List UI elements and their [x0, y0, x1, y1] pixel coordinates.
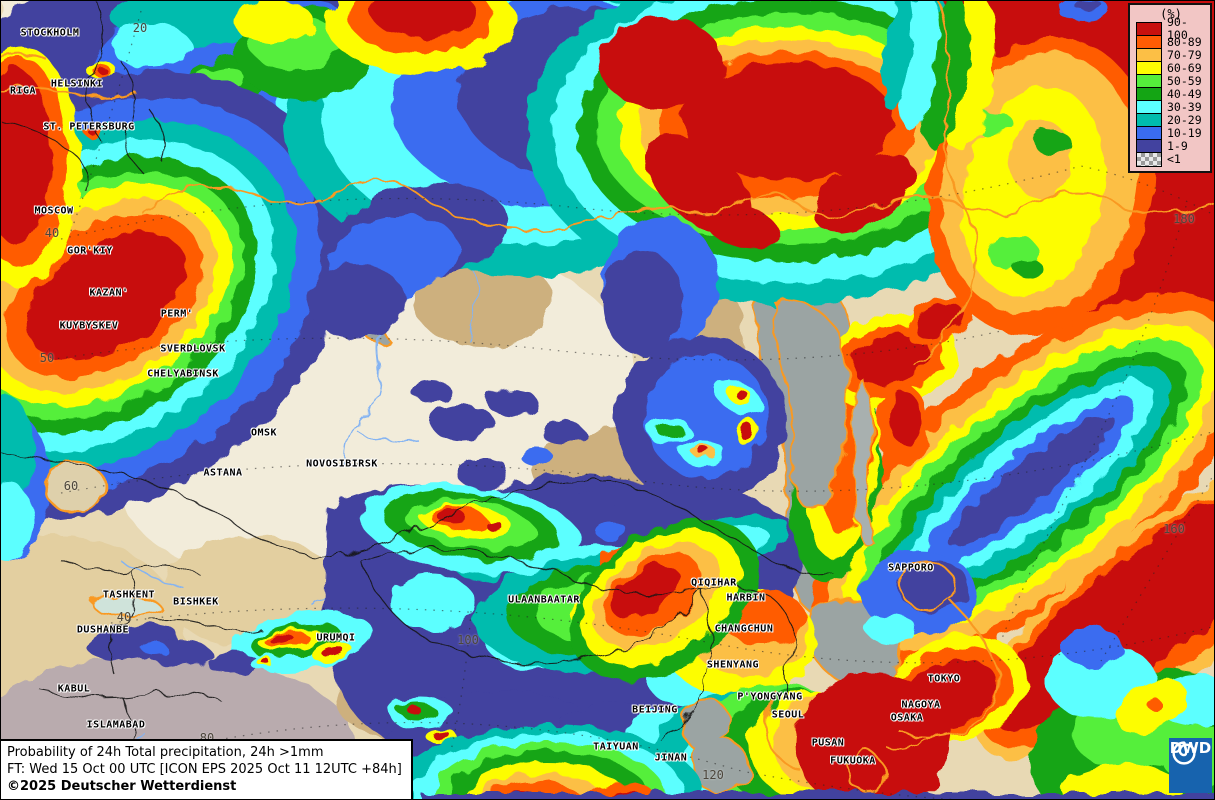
- legend-item: 30-39: [1136, 99, 1206, 115]
- city-label: RIGA: [9, 85, 37, 97]
- legend: (%) 90-100 80-89 70-79 60-69 50-59 40-49 30-39…: [1128, 3, 1212, 173]
- city-label: ASTANA: [203, 467, 243, 479]
- legend-item: 70-79: [1136, 47, 1206, 63]
- legend-swatch: [1136, 151, 1162, 167]
- precip-pamir: [1, 395, 279, 675]
- graticule-label: 180: [1173, 212, 1195, 226]
- graticule-label: 100: [457, 633, 479, 647]
- city-label: NOVOSIBIRSK: [306, 458, 378, 470]
- legend-range-label: 80-89: [1167, 34, 1202, 49]
- city-label: TOKYO: [927, 673, 961, 685]
- city-label: FUKUOKA: [830, 755, 876, 767]
- city-label: TASHKENT: [102, 589, 156, 601]
- city-label: JINAN: [654, 752, 688, 764]
- legend-item: 50-59: [1136, 73, 1206, 89]
- graticule-label: 50: [39, 351, 55, 365]
- graticule-label: 60: [63, 479, 79, 493]
- city-label: BEIJING: [632, 704, 678, 716]
- precip-pacific-trough: [812, 294, 1214, 799]
- dwd-logo: DWD: [1169, 738, 1212, 793]
- city-label: SAPPORO: [888, 562, 934, 574]
- city-label: JINAN: [654, 752, 688, 764]
- city-label: MOSCOW: [34, 205, 74, 217]
- legend-range-label: 90-100: [1167, 15, 1188, 42]
- precip-mongolia: [231, 475, 817, 799]
- precip-moscow-system: [1, 46, 348, 521]
- city-label: KAZAN': [89, 287, 129, 299]
- city-label: SHENYANG: [706, 659, 760, 671]
- legend-range-label: 10-19: [1167, 125, 1202, 140]
- legend-range-label: 50-59: [1167, 73, 1202, 88]
- precip-okhotsk: [771, 295, 977, 689]
- city-label: GOR'KIY: [67, 245, 113, 257]
- border-layer: [1, 1, 832, 762]
- city-label: PUSAN: [811, 737, 845, 749]
- info-line-title: Probability of 24h Total precipitation, …: [7, 745, 324, 760]
- precip-ne-siberia-system: [526, 1, 1050, 355]
- graticule-label: 20: [132, 21, 148, 35]
- lake-layer: [43, 460, 162, 616]
- graticule-label: 120: [702, 768, 724, 782]
- legend-item: <1: [1136, 151, 1206, 167]
- legend-item: 80-89: [1136, 34, 1206, 50]
- city-label: SEOUL: [771, 709, 805, 721]
- city-label: STOCKHOLM: [20, 27, 80, 39]
- graticule-layer: [40, 10, 1214, 799]
- city-label: HELSINKI: [50, 78, 104, 90]
- city-label: KUYBYSKEV: [59, 320, 119, 332]
- city-label: KABUL: [57, 683, 91, 695]
- city-label: P'YONGYANG: [737, 691, 803, 703]
- city-label: OMSK: [250, 427, 278, 439]
- legend-item: 20-29: [1136, 112, 1206, 128]
- legend-rows: 90-100 80-89 70-79 60-69 50-59 40-49 30-39 20-2…: [1136, 16, 1206, 167]
- precip-amur-cells: [616, 336, 786, 506]
- legend-item: 10-19: [1136, 125, 1206, 141]
- legend-item: 1-9: [1136, 138, 1206, 154]
- city-label: QIQIHAR: [691, 577, 737, 589]
- city-label: ISLAMABAD: [86, 719, 146, 731]
- city-label: URUMQI: [316, 632, 356, 644]
- info-line-copyright: ©2025 Deutscher Wetterdienst: [7, 779, 237, 794]
- city-label: HARBIN: [726, 592, 766, 604]
- city-label: PERM': [160, 308, 194, 320]
- legend-range-label: 40-49: [1167, 86, 1202, 101]
- legend-range-label: 20-29: [1167, 112, 1202, 127]
- legend-range-label: <1: [1167, 151, 1181, 166]
- graticule-label: 40: [116, 610, 132, 624]
- legend-range-label: 70-79: [1167, 47, 1202, 62]
- info-line-forecast-time: FT: Wed 15 Oct 00 UTC [ICON EPS 2025 Oct…: [7, 762, 402, 777]
- legend-item: 40-49: [1136, 86, 1206, 102]
- city-label: NAGOYA: [901, 699, 941, 711]
- city-label: ST. PETERSBURG: [43, 121, 135, 133]
- info-box: Probability of 24h Total precipitation, …: [1, 739, 413, 799]
- graticule-label: 40: [44, 226, 60, 240]
- precip-speckles: [308, 263, 627, 540]
- city-label: DUSHANBE: [76, 624, 130, 636]
- city-label: TAIYUAN: [593, 741, 639, 753]
- legend-title: (%): [1160, 7, 1182, 21]
- city-label: CHELYABINSK: [147, 368, 219, 380]
- legend-range-label: 30-39: [1167, 99, 1202, 114]
- graticule-label: 160: [1163, 522, 1185, 536]
- legend-range-label: 60-69: [1167, 60, 1202, 75]
- city-label: BISHKEK: [173, 596, 219, 608]
- precip-china-south: [394, 724, 1214, 799]
- city-label: SVERDLOVSK: [160, 343, 226, 355]
- dwd-spiral-icon: [1172, 741, 1196, 765]
- city-label: ULAANBAATAR: [508, 594, 580, 606]
- precip-korea-japan: [651, 634, 1027, 799]
- city-label: OSAKA: [890, 712, 924, 724]
- legend-range-label: 1-9: [1167, 138, 1188, 153]
- city-label: CHANGCHUN: [714, 623, 774, 635]
